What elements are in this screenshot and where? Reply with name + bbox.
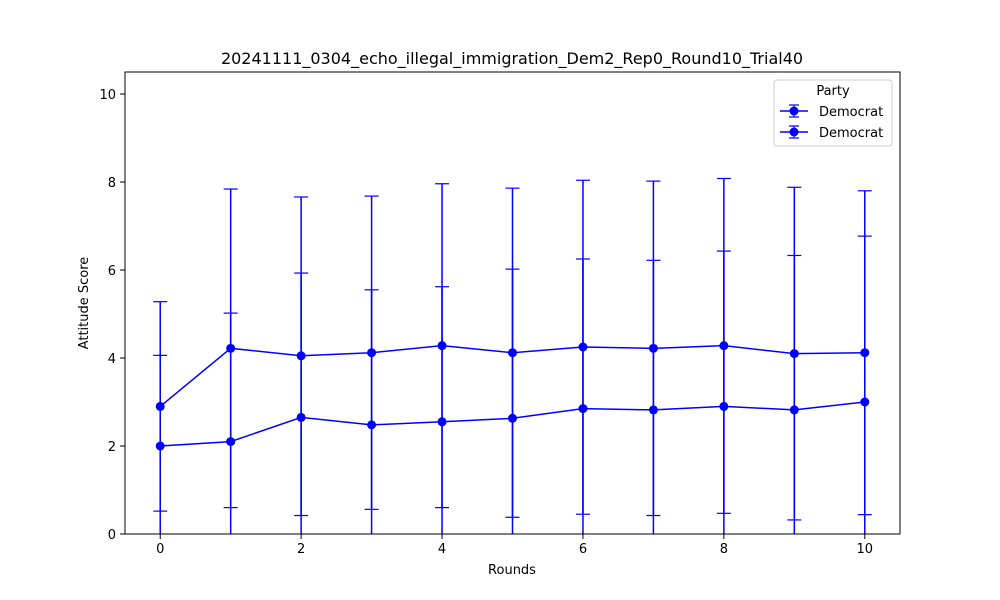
legend-title: Party xyxy=(816,84,850,99)
plot-marks xyxy=(153,177,872,534)
data-point xyxy=(226,437,236,447)
data-point xyxy=(578,404,588,414)
y-tick-label: 2 xyxy=(108,440,116,455)
axis-ticks: 0 2 4 6 8 10 0 2 4 6 8 10 xyxy=(99,88,873,557)
data-point xyxy=(155,441,165,451)
x-tick-label: 8 xyxy=(720,542,728,557)
legend-entries: Democrat Democrat xyxy=(780,104,883,141)
y-tick-label: 8 xyxy=(108,176,116,191)
x-axis-label: Rounds xyxy=(488,563,536,578)
legend-marker xyxy=(789,127,799,137)
plot-area-frame xyxy=(124,71,901,535)
data-point xyxy=(719,401,729,411)
legend-marker xyxy=(789,106,799,116)
y-axis-label: Attitude Score xyxy=(77,257,92,350)
data-point xyxy=(437,417,447,427)
data-point xyxy=(296,412,306,422)
y-tick-label: 6 xyxy=(108,264,116,279)
y-tick-label: 10 xyxy=(99,88,116,103)
x-tick-label: 10 xyxy=(856,542,873,557)
x-tick-label: 4 xyxy=(438,542,446,557)
y-tick-label: 0 xyxy=(108,528,116,543)
x-tick-label: 6 xyxy=(579,542,587,557)
y-tick-label: 4 xyxy=(108,352,116,367)
legend-label: Democrat xyxy=(819,105,883,120)
legend-box xyxy=(773,79,893,147)
legend-entry-1: Democrat xyxy=(780,125,883,141)
data-point xyxy=(789,405,799,415)
series-1 xyxy=(153,235,872,534)
data-point xyxy=(860,397,870,407)
legend-label: Democrat xyxy=(819,126,883,141)
x-tick-label: 0 xyxy=(156,542,164,557)
legend-entry-0: Democrat xyxy=(780,104,883,120)
data-point xyxy=(508,413,517,423)
chart-title: 20241111_0304_echo_illegal_immigration_D… xyxy=(221,49,803,69)
data-point xyxy=(367,420,377,430)
data-point xyxy=(648,405,658,415)
x-tick-label: 2 xyxy=(297,542,305,557)
legend: Party Democrat Democrat xyxy=(773,79,893,147)
